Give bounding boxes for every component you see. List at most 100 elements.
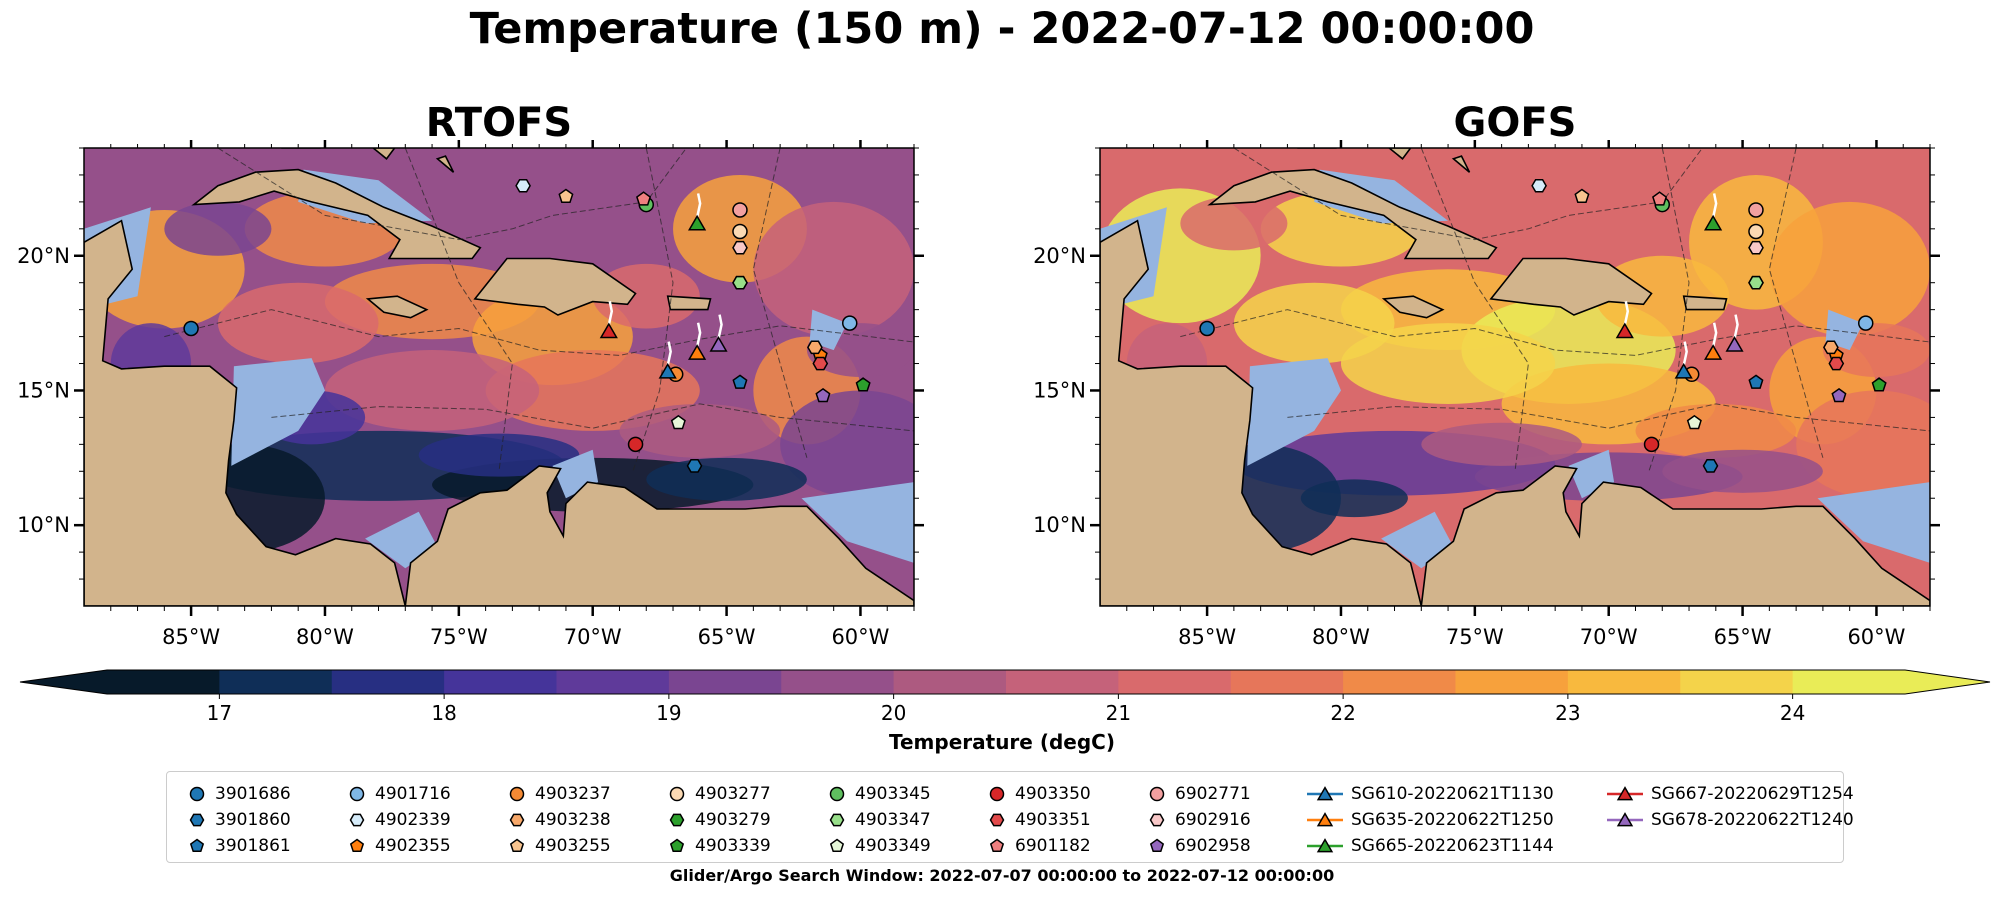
glider-track	[695, 322, 702, 348]
x-tick-label: 60°W	[831, 625, 889, 649]
legend-symbol	[189, 838, 205, 853]
colorbar-tick-label: 18	[431, 701, 456, 725]
platform-marker	[1871, 377, 1887, 392]
colorbar-segment	[331, 670, 445, 694]
legend-marker	[509, 838, 525, 853]
legend-symbol	[349, 813, 365, 827]
legend-item: 4903339	[667, 834, 771, 858]
colorbar-tick-label: 24	[1780, 701, 1805, 725]
figure-title: Temperature (150 m) - 2022-07-12 00:00:0…	[469, 4, 1535, 54]
legend-marker	[829, 838, 845, 853]
platform-marker	[1704, 214, 1723, 231]
legend-label: 4903255	[535, 836, 611, 856]
legend-item: 4901716	[347, 782, 451, 806]
glider-track	[666, 341, 672, 366]
temperature-contour	[324, 350, 540, 431]
legend-label: 3901861	[215, 836, 291, 856]
legend-symbol	[509, 813, 525, 827]
colorbar-extend-max	[1905, 670, 1990, 694]
legend-marker	[989, 813, 1005, 827]
eez-boundary	[404, 148, 513, 472]
land-mass	[1100, 219, 1423, 606]
x-tick-label: 60°W	[1847, 625, 1905, 649]
platform-marker	[855, 377, 871, 392]
y-tick-label: 15°N	[1033, 378, 1086, 402]
platform-marker	[732, 240, 748, 255]
search-window-caption: Glider/Argo Search Window: 2022-07-07 00…	[669, 866, 1335, 885]
land-mass	[1451, 155, 1471, 173]
shallow-water	[1817, 482, 1930, 563]
land-mass	[1420, 465, 1930, 606]
legend-label: 4903339	[695, 836, 771, 856]
legend-item: 6901182	[987, 834, 1091, 858]
legend-item: 4903237	[507, 782, 611, 806]
colorbar: 17 18 19 20 21 22 23 24	[19, 669, 1991, 725]
legend-marker	[349, 786, 365, 802]
legend-symbol	[669, 786, 685, 802]
legend-marker	[829, 813, 845, 827]
legend-item: 4903238	[507, 808, 611, 832]
platform-marker	[841, 315, 858, 331]
legend-marker	[349, 838, 365, 853]
temperature-contour	[1595, 255, 1730, 337]
x-tick-label: 85°W	[1178, 625, 1236, 649]
panel-title-gofs: GOFS	[1453, 100, 1577, 146]
legend-item: 4903347	[827, 808, 931, 832]
platform-marker	[1531, 178, 1547, 193]
platform-marker	[599, 322, 618, 339]
legend-symbol	[1149, 813, 1165, 827]
shallow-water	[809, 309, 848, 351]
legend-item: SG610-20220621T1130	[1307, 782, 1554, 806]
platform-marker	[1748, 374, 1764, 389]
y-tick-label: 15°N	[17, 378, 70, 402]
platform-marker	[1574, 188, 1590, 203]
legend-marker	[1307, 812, 1343, 827]
legend-item: SG678-20220622T1240	[1607, 808, 1854, 832]
eez-boundary	[164, 309, 914, 356]
map-frame	[83, 147, 915, 607]
legend-symbol	[1149, 838, 1165, 853]
platform-marker	[1748, 223, 1764, 240]
legend-item: 6902958	[1147, 834, 1251, 858]
land-mass	[1297, 148, 1337, 149]
temperature-contour	[1300, 479, 1408, 518]
legend-symbol	[1316, 838, 1334, 853]
glider-track	[717, 314, 723, 339]
platform-marker	[815, 387, 831, 403]
platform-marker	[670, 414, 686, 430]
platform-marker	[1615, 322, 1634, 339]
temperature-contour	[753, 201, 914, 337]
temperature-contour	[592, 263, 700, 329]
platform-marker	[515, 178, 531, 193]
colorbar-tick-label: 17	[207, 701, 232, 725]
legend-symbol	[989, 786, 1005, 802]
legend-symbol	[349, 786, 365, 802]
temperature-contour	[1421, 422, 1582, 466]
land-mass	[84, 219, 407, 606]
land-mass	[1387, 148, 1412, 160]
colorbar-segment	[1792, 670, 1906, 694]
legend-symbol	[829, 786, 845, 802]
platform-marker	[1674, 362, 1693, 379]
legend-marker	[1307, 838, 1343, 853]
temperature-contour	[485, 350, 700, 431]
legend-label: 4902355	[375, 836, 451, 856]
colorbar-tick-label: 21	[1106, 701, 1131, 725]
legend-marker	[189, 813, 205, 827]
temperature-contour	[1233, 282, 1395, 364]
platform-marker	[1748, 275, 1764, 290]
x-tick-label: 70°W	[564, 625, 622, 649]
land-mass	[1207, 168, 1498, 260]
eez-boundary	[1180, 309, 1930, 356]
colorbar-segment	[668, 670, 782, 694]
x-tick-label: 75°W	[1446, 625, 1504, 649]
legend-symbol	[1616, 786, 1634, 801]
glider-track	[1682, 341, 1688, 366]
legend-label: SG667-20220629T1254	[1651, 784, 1854, 804]
colorbar-segment	[556, 670, 670, 694]
colorbar-segment	[1680, 670, 1794, 694]
legend-item: 4902339	[347, 808, 451, 832]
x-tick-label: 65°W	[698, 625, 756, 649]
temperature-contour	[780, 390, 914, 499]
legend-label: 6902958	[1175, 836, 1251, 856]
